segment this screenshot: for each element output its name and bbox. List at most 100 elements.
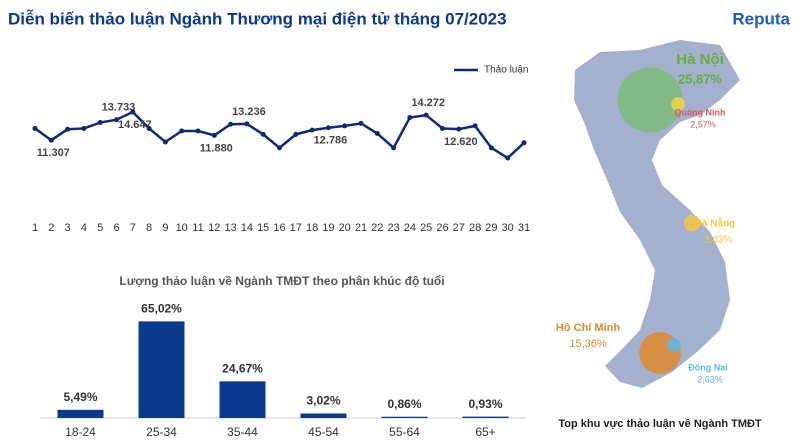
x-tick-label: 18-24 <box>65 425 96 439</box>
region-bubble <box>667 338 681 352</box>
point <box>505 155 511 161</box>
x-tick-label: 16 <box>273 222 285 234</box>
value-label: 0,86% <box>387 397 421 411</box>
point <box>293 131 299 137</box>
point <box>48 137 54 143</box>
map-shape <box>574 40 740 388</box>
value-label: 11.307 <box>37 147 70 159</box>
x-tick-label: 20 <box>339 222 351 234</box>
region-value: 25,87% <box>678 71 723 86</box>
point <box>440 125 445 131</box>
x-tick-label: 21 <box>355 222 367 234</box>
region-name: Hồ Chí Minh <box>556 322 620 334</box>
x-tick-label: 31 <box>518 222 530 234</box>
x-tick-label: 22 <box>371 222 383 234</box>
x-tick-label: 8 <box>146 222 152 234</box>
map-caption: Top khu vực thảo luận về Ngành TMĐT <box>558 418 762 430</box>
bar-title: Lượng thảo luận về Ngành TMĐT theo phân … <box>119 274 444 288</box>
value-label: 13.733 <box>102 102 136 114</box>
region-name: Hà Nội <box>676 51 724 68</box>
region-value: 3,83% <box>704 235 732 246</box>
page-title: Diễn biến thảo luận Ngành Thương mại điệ… <box>8 9 507 28</box>
x-tick-label: 10 <box>176 222 188 234</box>
bar <box>57 409 104 418</box>
region-name: Quảng Ninh <box>675 107 726 117</box>
bar <box>462 416 509 418</box>
point <box>260 131 266 137</box>
region-bubble <box>683 214 701 232</box>
x-tick-label: 19 <box>322 222 334 234</box>
x-tick-label: 18 <box>306 222 318 234</box>
point <box>423 112 429 118</box>
value-label: 3,02% <box>306 394 340 408</box>
point <box>228 121 234 127</box>
x-tick-label: 2 <box>48 222 54 234</box>
bar <box>300 413 347 418</box>
point <box>244 121 250 127</box>
point <box>309 127 315 133</box>
x-tick-label: 65+ <box>475 425 495 439</box>
value-label: 24,67% <box>222 362 263 376</box>
point <box>456 126 462 132</box>
x-tick-label: 25 <box>420 222 432 234</box>
region-value: 15,36% <box>569 338 607 350</box>
region-bubble <box>671 97 685 111</box>
value-label: 12.786 <box>314 135 348 147</box>
x-tick-label: 13 <box>224 222 236 234</box>
point <box>146 125 152 131</box>
point <box>358 120 364 126</box>
line <box>34 110 525 160</box>
x-tick-label: 27 <box>453 222 465 234</box>
value-label: 0,93% <box>468 397 502 411</box>
point <box>97 120 103 126</box>
point <box>521 140 527 146</box>
point <box>65 126 71 132</box>
x-tick-label: 26 <box>436 222 448 234</box>
value-label: 14.647 <box>118 119 152 131</box>
x-tick-label: 28 <box>469 222 481 234</box>
point <box>374 131 380 137</box>
region-name: Đồng Nai <box>688 362 728 372</box>
brand: Reputa <box>732 9 790 28</box>
point <box>472 123 478 129</box>
x-tick-label: 6 <box>113 222 119 234</box>
x-tick-label: 24 <box>404 222 416 234</box>
x-tick-label: 1 <box>32 222 38 234</box>
x-tick-label: 15 <box>257 222 269 234</box>
value-label: 5,49% <box>63 390 97 404</box>
value-label: 11.880 <box>200 142 233 154</box>
point <box>32 125 38 131</box>
value-label: 13.236 <box>232 106 266 118</box>
point <box>342 123 348 129</box>
x-tick-label: 4 <box>81 222 87 234</box>
x-tick-label: 25-34 <box>146 425 177 439</box>
x-tick-label: 55-64 <box>389 425 420 439</box>
point <box>81 125 87 131</box>
x-tick-label: 11 <box>192 222 203 234</box>
point <box>391 145 397 151</box>
x-tick-label: 35-44 <box>227 425 258 439</box>
point <box>277 145 282 151</box>
x-tick-label: 45-54 <box>308 425 339 439</box>
x-tick-label: 17 <box>290 222 302 234</box>
bar <box>219 381 266 418</box>
point <box>130 109 136 115</box>
point <box>325 125 331 131</box>
point <box>211 132 217 138</box>
point <box>195 128 201 134</box>
x-tick-label: 12 <box>208 222 220 234</box>
x-tick-label: 9 <box>162 222 168 234</box>
region-value: 2,57% <box>690 119 716 129</box>
value-label: 65,02% <box>141 302 182 316</box>
point <box>488 145 494 151</box>
x-tick-label: 30 <box>502 222 514 234</box>
region-name: Đà Nẵng <box>695 217 736 230</box>
legend-label: Thảo luận <box>484 65 528 76</box>
value-label: 14.272 <box>411 97 445 109</box>
value-label: 12.620 <box>444 136 478 148</box>
point <box>114 117 119 123</box>
bar <box>381 416 428 418</box>
point <box>179 128 185 134</box>
x-tick-label: 23 <box>387 222 399 234</box>
